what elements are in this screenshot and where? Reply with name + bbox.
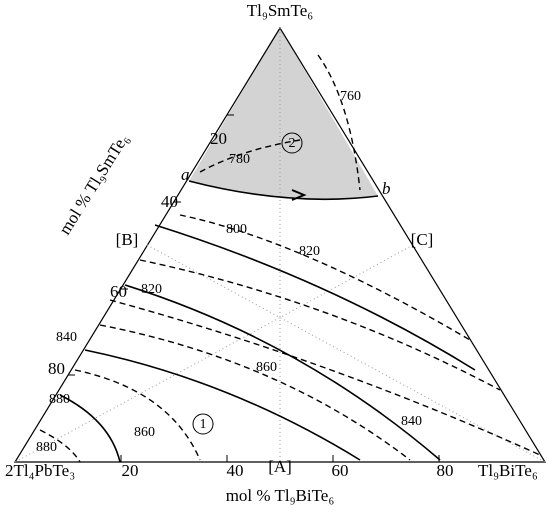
tick-label: 40 bbox=[227, 461, 244, 480]
isotherm-label: 880 bbox=[36, 440, 57, 455]
isotherm-label: 760 bbox=[340, 89, 361, 104]
region-label: 1 bbox=[200, 417, 207, 432]
tick-label: 20 bbox=[210, 129, 227, 148]
tick-label: 40 bbox=[161, 192, 178, 211]
region-2-shade bbox=[189, 28, 378, 200]
axis-label: mol % Tl₉SmTe₆ bbox=[55, 130, 132, 238]
tick-label: 60 bbox=[110, 282, 127, 301]
isotherm-labels: 760 780 800 820 820 840 860 880 860 880 … bbox=[36, 89, 422, 455]
isotherm-label: 840 bbox=[401, 414, 422, 429]
isotherm-label: 880 bbox=[49, 392, 70, 407]
point-label: a bbox=[181, 165, 190, 184]
vertex-label: Tl₉SmTe₆ bbox=[247, 1, 313, 20]
point-label: b bbox=[382, 179, 391, 198]
axis-label: mol % Tl₉BiTe₆ bbox=[226, 486, 335, 505]
isotherm-label: 860 bbox=[134, 425, 155, 440]
isotherm-label: 780 bbox=[229, 152, 250, 167]
ticks bbox=[68, 114, 440, 462]
isotherm-label: 800 bbox=[226, 222, 247, 237]
vertex-label: 2Tl₄PbTe₃ bbox=[5, 461, 75, 480]
isotherm-label: 860 bbox=[256, 360, 277, 375]
region-circle bbox=[281, 132, 303, 154]
region-circle bbox=[192, 413, 214, 435]
section-label: [A] bbox=[268, 457, 292, 476]
section-label: [C] bbox=[411, 230, 434, 249]
vertex-label: Tl₉BiTe₆ bbox=[478, 461, 538, 480]
tick-label: 80 bbox=[437, 461, 454, 480]
isotherm-label: 840 bbox=[56, 330, 77, 345]
tick-label: 60 bbox=[332, 461, 349, 480]
arrow bbox=[291, 189, 307, 201]
isotherm-curves bbox=[39, 54, 541, 463]
isotherm-label: 820 bbox=[141, 282, 162, 297]
tick-label: 20 bbox=[122, 461, 139, 480]
region-label: 2 bbox=[289, 136, 296, 151]
isotherm-label: 820 bbox=[299, 244, 320, 259]
tick-label: 80 bbox=[48, 359, 65, 378]
boundary-curve bbox=[188, 180, 379, 201]
section-label: [B] bbox=[116, 230, 139, 249]
